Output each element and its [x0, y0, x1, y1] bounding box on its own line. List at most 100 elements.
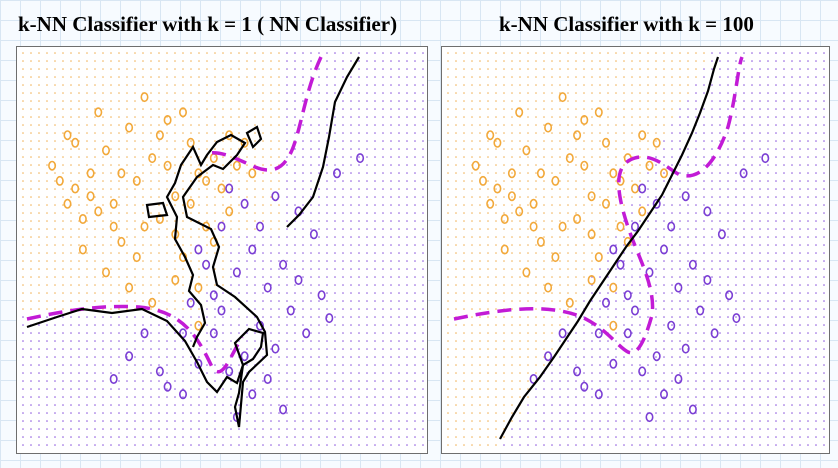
grid-dot [775, 148, 777, 150]
grid-dot [262, 236, 264, 238]
grid-dot [198, 124, 200, 126]
grid-dot [703, 92, 705, 94]
grid-dot [599, 180, 601, 182]
grid-dot [743, 420, 745, 422]
grid-dot [567, 244, 569, 246]
grid-dot [647, 124, 649, 126]
grid-dot [631, 180, 633, 182]
grid-dot [366, 260, 368, 262]
grid-dot [519, 228, 521, 230]
grid-dot [342, 252, 344, 254]
grid-dot [190, 156, 192, 158]
grid-dot [126, 268, 128, 270]
grid-dot [711, 324, 713, 326]
grid-dot [463, 212, 465, 214]
grid-dot [422, 388, 424, 390]
grid-dot [278, 228, 280, 230]
grid-dot [54, 244, 56, 246]
left-training-points [48, 92, 365, 423]
grid-dot [22, 68, 24, 70]
grid-dot [134, 420, 136, 422]
grid-dot [118, 52, 120, 54]
grid-dot [158, 260, 160, 262]
grid-dot [647, 292, 649, 294]
grid-dot [519, 60, 521, 62]
grid-dot [591, 92, 593, 94]
grid-dot [46, 92, 48, 94]
grid-dot [591, 404, 593, 406]
grid-dot [551, 172, 553, 174]
grid-dot [134, 428, 136, 430]
grid-dot [134, 372, 136, 374]
grid-dot [687, 388, 689, 390]
grid-dot [38, 340, 40, 342]
grid-dot [302, 92, 304, 94]
grid-dot [142, 244, 144, 246]
grid-dot [158, 172, 160, 174]
grid-dot [711, 204, 713, 206]
grid-dot [559, 244, 561, 246]
grid-dot [719, 412, 721, 414]
grid-dot [302, 284, 304, 286]
grid-dot [687, 404, 689, 406]
grid-dot [70, 260, 72, 262]
grid-dot [134, 300, 136, 302]
grid-dot [583, 220, 585, 222]
grid-dot [174, 188, 176, 190]
grid-dot [238, 284, 240, 286]
grid-dot [671, 268, 673, 270]
grid-dot [527, 412, 529, 414]
grid-dot [262, 156, 264, 158]
grid-dot [735, 276, 737, 278]
grid-dot [447, 124, 449, 126]
grid-dot [815, 356, 817, 358]
grid-dot [166, 324, 168, 326]
grid-dot [623, 164, 625, 166]
grid-dot [471, 356, 473, 358]
grid-dot [246, 260, 248, 262]
grid-dot [70, 300, 72, 302]
grid-dot [374, 52, 376, 54]
grid-dot [22, 444, 24, 446]
grid-dot [703, 268, 705, 270]
grid-dot [206, 244, 208, 246]
grid-dot [270, 300, 272, 302]
grid-dot [286, 164, 288, 166]
grid-dot [503, 276, 505, 278]
grid-dot [639, 332, 641, 334]
grid-dot [94, 292, 96, 294]
grid-dot [703, 300, 705, 302]
grid-dot [22, 380, 24, 382]
grid-dot [118, 388, 120, 390]
grid-dot [687, 60, 689, 62]
grid-dot [102, 116, 104, 118]
grid-dot [406, 228, 408, 230]
grid-dot [30, 244, 32, 246]
grid-dot [102, 228, 104, 230]
grid-dot [22, 188, 24, 190]
grid-dot [447, 316, 449, 318]
grid-dot [447, 444, 449, 446]
grid-dot [126, 396, 128, 398]
grid-dot [791, 308, 793, 310]
grid-dot [759, 316, 761, 318]
grid-dot [519, 124, 521, 126]
grid-dot [631, 124, 633, 126]
grid-dot [326, 340, 328, 342]
grid-dot [455, 84, 457, 86]
grid-dot [366, 412, 368, 414]
grid-dot [334, 428, 336, 430]
grid-dot [214, 76, 216, 78]
grid-dot [102, 204, 104, 206]
grid-dot [214, 348, 216, 350]
grid-dot [543, 92, 545, 94]
grid-dot [326, 260, 328, 262]
grid-dot [254, 404, 256, 406]
grid-dot [206, 388, 208, 390]
grid-dot [158, 132, 160, 134]
grid-dot [479, 140, 481, 142]
grid-dot [607, 148, 609, 150]
grid-dot [62, 332, 64, 334]
grid-dot [655, 396, 657, 398]
grid-dot [150, 436, 152, 438]
